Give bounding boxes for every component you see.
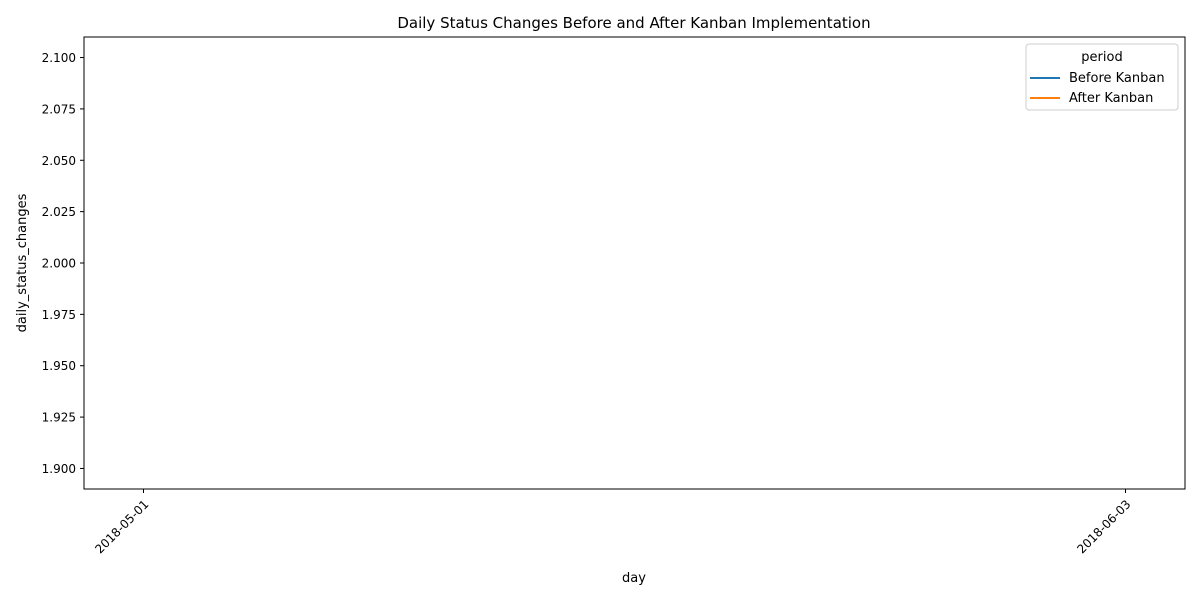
- y-tick-label: 2.075: [42, 102, 76, 116]
- x-tick-label: 2018-05-01: [92, 497, 151, 556]
- legend: period Before Kanban After Kanban: [1025, 43, 1179, 111]
- y-tick-label: 1.975: [42, 308, 76, 322]
- y-axis-label: daily_status_changes: [15, 193, 30, 332]
- y-tick-label: 1.950: [42, 359, 76, 373]
- y-tick-label: 1.925: [42, 411, 76, 425]
- y-tick-label: 2.025: [42, 205, 76, 219]
- legend-title: period: [1081, 50, 1122, 65]
- y-tick-label: 2.050: [42, 154, 76, 168]
- legend-box: [1025, 43, 1179, 111]
- chart-title: Daily Status Changes Before and After Ka…: [397, 14, 870, 32]
- x-tick-label: 2018-06-03: [1074, 497, 1133, 556]
- y-tick-label: 2.000: [42, 257, 76, 271]
- x-axis-label: day: [622, 571, 646, 586]
- legend-label-after: After Kanban: [1069, 91, 1153, 106]
- legend-label-before: Before Kanban: [1069, 71, 1165, 86]
- y-axis: 1.900 1.925 1.950 1.975 2.000 2.025 2.050 2.075…: [42, 51, 84, 476]
- plot-area: [83, 36, 1186, 490]
- y-tick-label: 2.100: [42, 51, 76, 65]
- y-tick-label: 1.900: [42, 462, 76, 476]
- x-axis: 2018-05-01 2018-06-03: [92, 489, 1134, 556]
